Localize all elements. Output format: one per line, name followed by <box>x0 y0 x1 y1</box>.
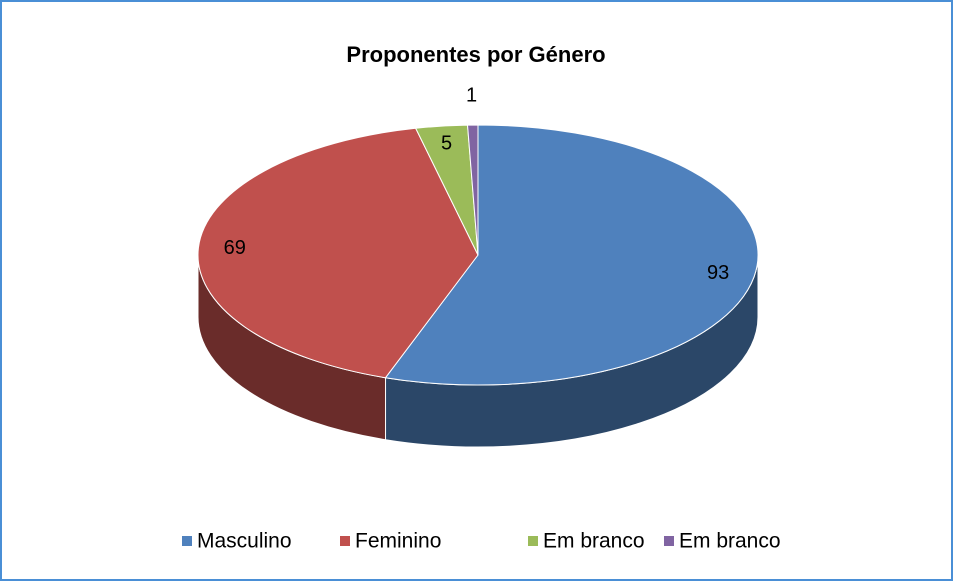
legend-swatch <box>340 536 350 546</box>
legend-label: Feminino <box>355 530 441 553</box>
legend-swatch <box>182 536 192 546</box>
data-label: 69 <box>224 237 246 259</box>
legend-swatch <box>664 536 674 546</box>
data-label: 93 <box>707 262 729 284</box>
pie-slice <box>197 127 479 379</box>
data-label: 1 <box>466 85 477 107</box>
legend-label: Em branco <box>543 530 645 553</box>
chart-title: Proponentes por Género <box>346 42 605 67</box>
pie-slice <box>466 124 479 256</box>
legend-swatch <box>528 536 538 546</box>
pie-slice <box>384 124 759 386</box>
data-label: 5 <box>441 132 452 154</box>
legend-label: Masculino <box>197 530 292 553</box>
legend-label: Em branco <box>679 530 781 553</box>
